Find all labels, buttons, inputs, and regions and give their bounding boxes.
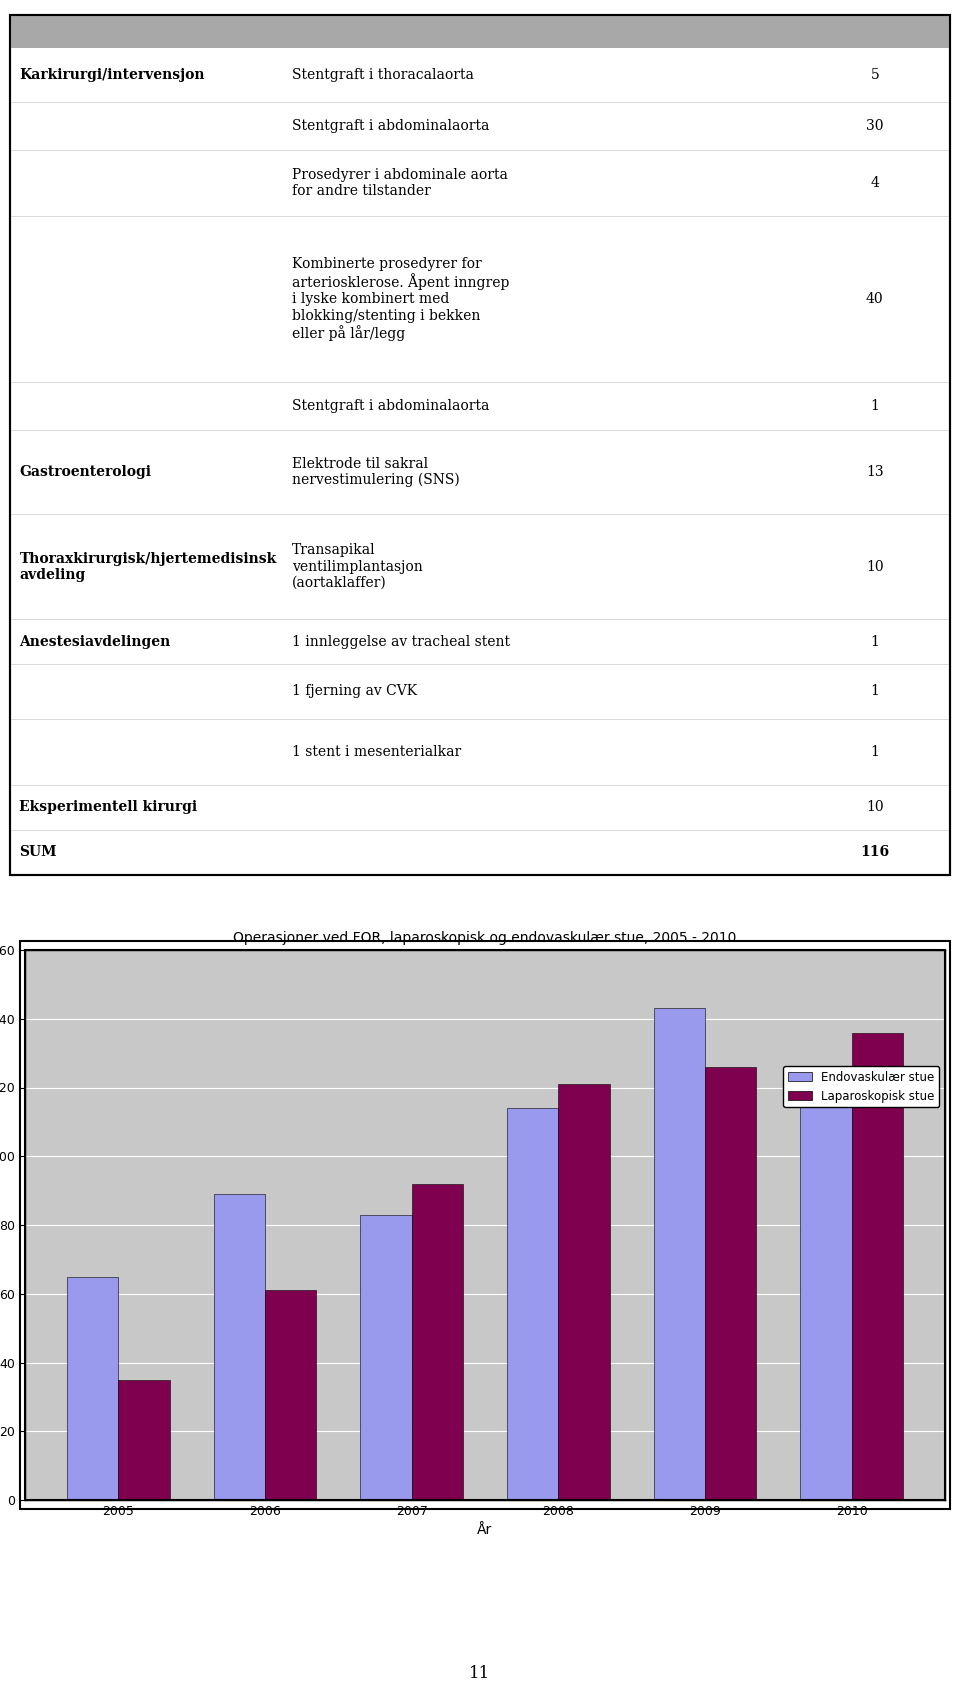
Text: 1: 1 (871, 398, 879, 412)
Text: 30: 30 (866, 119, 883, 133)
Text: Transapikal
ventilimplantasjon
(aortaklaffer): Transapikal ventilimplantasjon (aortakla… (292, 543, 422, 591)
Text: 10: 10 (866, 800, 883, 814)
Text: Kombinerte prosedyrer for
arteriosklerose. Åpent inngrep
i lyske kombinert med
b: Kombinerte prosedyrer for arterioskleros… (292, 257, 510, 340)
Text: Elektrode til sakral
nervestimulering (SNS): Elektrode til sakral nervestimulering (S… (292, 456, 460, 487)
Title: Operasjoner ved FOR, laparoskopisk og endovaskulær stue, 2005 - 2010: Operasjoner ved FOR, laparoskopisk og en… (233, 931, 736, 945)
Bar (213, 1195, 265, 1499)
Text: 1 innleggelse av tracheal stent: 1 innleggelse av tracheal stent (292, 635, 510, 648)
Bar (801, 1098, 852, 1499)
Text: 116: 116 (860, 846, 889, 860)
Bar (118, 1380, 170, 1499)
Text: Thoraxkirurgisk/hjertemedisinsk
avdeling: Thoraxkirurgisk/hjertemedisinsk avdeling (19, 551, 276, 582)
Bar (412, 1185, 463, 1499)
Text: Anestesiavdelingen: Anestesiavdelingen (19, 635, 171, 648)
Text: 5: 5 (871, 68, 879, 82)
Text: 10: 10 (866, 560, 883, 574)
Text: Stentgraft i abdominalaorta: Stentgraft i abdominalaorta (292, 398, 490, 412)
Text: Karkirurgi/intervensjon: Karkirurgi/intervensjon (19, 68, 204, 82)
Text: Gastroenterologi: Gastroenterologi (19, 465, 152, 478)
Text: 11: 11 (469, 1665, 491, 1682)
Text: 1: 1 (871, 684, 879, 698)
Text: 13: 13 (866, 465, 883, 478)
Bar (265, 1290, 316, 1499)
Text: Stentgraft i abdominalaorta: Stentgraft i abdominalaorta (292, 119, 490, 133)
Bar (559, 1084, 610, 1499)
Bar (852, 1033, 903, 1499)
Text: Stentgraft i thoracalaorta: Stentgraft i thoracalaorta (292, 68, 474, 82)
Text: 40: 40 (866, 291, 883, 306)
Text: Eksperimentell kirurgi: Eksperimentell kirurgi (19, 800, 198, 814)
Text: Prosedyrer i abdominale aorta
for andre tilstander: Prosedyrer i abdominale aorta for andre … (292, 168, 508, 197)
Text: 4: 4 (871, 175, 879, 191)
Bar (10, 15, 950, 48)
Bar (67, 1276, 118, 1499)
Text: 1 fjerning av CVK: 1 fjerning av CVK (292, 684, 418, 698)
X-axis label: År: År (477, 1523, 492, 1537)
Bar (360, 1215, 412, 1499)
Text: 1: 1 (871, 745, 879, 759)
Legend: Endovaskulær stue, Laparoskopisk stue: Endovaskulær stue, Laparoskopisk stue (783, 1065, 939, 1108)
Bar (705, 1067, 756, 1499)
Text: 1 stent i mesenterialkar: 1 stent i mesenterialkar (292, 745, 461, 759)
Text: 1: 1 (871, 635, 879, 648)
Bar (507, 1108, 559, 1499)
Bar (654, 1009, 705, 1499)
Text: SUM: SUM (19, 846, 57, 860)
Bar (25, 950, 945, 1499)
